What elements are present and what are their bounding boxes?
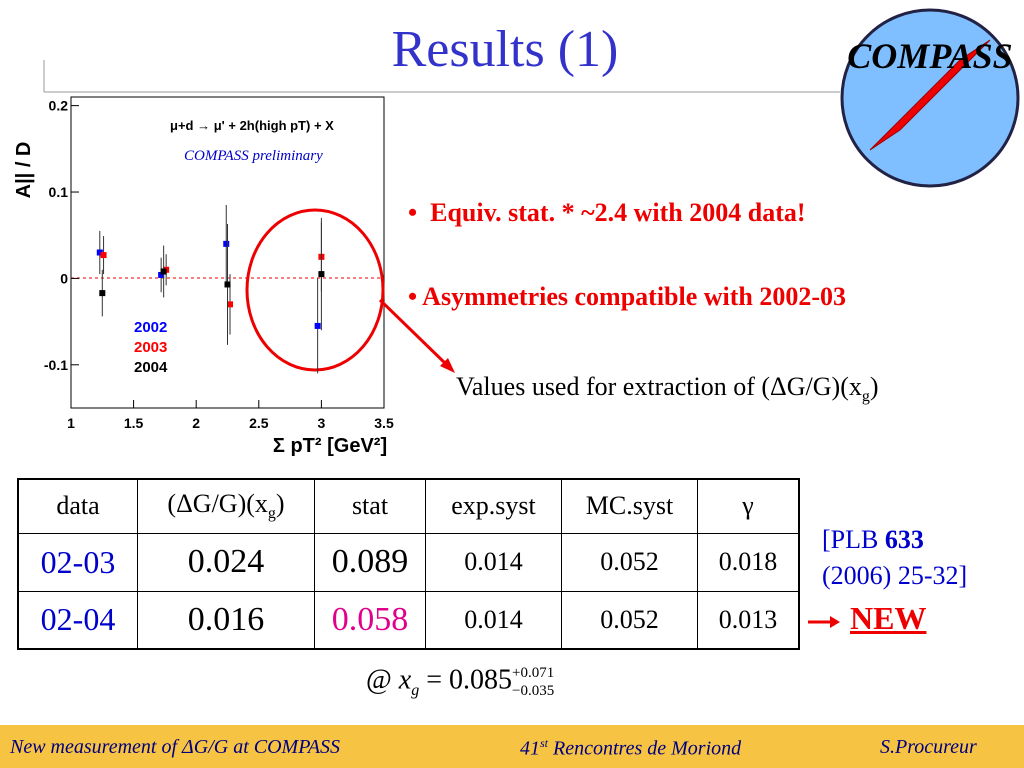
ref-volume: 633 bbox=[884, 525, 924, 554]
x-axis-label: Σ pT² [GeV²] bbox=[273, 435, 387, 457]
bullet-text: Asymmetries compatible with 2002-03 bbox=[422, 282, 847, 311]
bullet: • Asymmetries compatible with 2002-03 bbox=[408, 282, 847, 311]
new-label: NEW bbox=[850, 600, 927, 636]
formula: @ xg = 0.085+0.071 −0.035 bbox=[366, 664, 554, 700]
cell: 0.052 bbox=[561, 532, 698, 592]
header-cell: data bbox=[17, 478, 138, 534]
cell: 0.014 bbox=[425, 532, 562, 592]
reference: [PLB 633 (2006) 25-32] bbox=[822, 522, 967, 594]
plot-frame bbox=[70, 96, 385, 409]
footer bbox=[0, 725, 1024, 768]
header-cell: exp.syst bbox=[425, 478, 562, 534]
arrow-head bbox=[440, 358, 455, 373]
header-cell: (ΔG/G)(xg) bbox=[137, 478, 315, 534]
cell: 0.052 bbox=[561, 590, 698, 650]
x-tick-label: 3.5 bbox=[374, 415, 394, 431]
cell: 0.089 bbox=[314, 532, 426, 592]
formula-minus: −0.035 bbox=[512, 683, 555, 699]
point bbox=[160, 268, 167, 275]
footer-right: S.Procureur bbox=[880, 736, 977, 758]
subtitle: COMPASS preliminary bbox=[184, 148, 323, 164]
footer-tail: Rencontres de Moriond bbox=[548, 737, 742, 760]
cell: 0.014 bbox=[425, 590, 562, 650]
x-tick-label: 2.5 bbox=[249, 415, 269, 431]
cell: 0.058 bbox=[314, 590, 426, 650]
header-text: (ΔG/G)(x bbox=[167, 489, 268, 519]
x-tick-label: 1.5 bbox=[124, 415, 144, 431]
point bbox=[314, 322, 321, 329]
results-table: data (ΔG/G)(xg) stat exp.syst MC.syst γ … bbox=[17, 478, 800, 650]
header-sub: g bbox=[267, 505, 276, 523]
arrow bbox=[378, 298, 450, 368]
formula-eq: = 0.085 bbox=[426, 664, 513, 696]
legend-label: 2004 bbox=[134, 359, 168, 376]
cell: 02-04 bbox=[17, 590, 138, 650]
ref-prefix: [PLB bbox=[822, 525, 885, 554]
cell: 0.013 bbox=[697, 590, 800, 650]
point bbox=[318, 271, 325, 278]
point bbox=[99, 290, 106, 297]
y-tick-label: -0.1 bbox=[44, 357, 68, 373]
formula-at: @ bbox=[366, 664, 392, 696]
slide-title: Results (1) bbox=[391, 21, 619, 78]
formula-sub: g bbox=[411, 682, 420, 700]
y-tick-label: 0.2 bbox=[49, 98, 69, 114]
cell: 0.018 bbox=[697, 532, 800, 592]
cell: 0.016 bbox=[137, 590, 315, 650]
y-tick-label: 0.1 bbox=[49, 184, 69, 200]
y-tick-label: 0 bbox=[60, 270, 68, 286]
point bbox=[227, 301, 234, 308]
highlight-circle bbox=[245, 208, 385, 372]
header-tail: ) bbox=[275, 489, 285, 519]
note-tail: ) bbox=[869, 372, 879, 401]
header-cell: γ bbox=[697, 478, 800, 534]
point bbox=[224, 281, 231, 288]
note-text: Values used for extraction of (ΔG/G)(x bbox=[456, 372, 862, 401]
x-tick-label: 1 bbox=[67, 415, 75, 431]
cell: 0.024 bbox=[137, 532, 315, 592]
logo-text: COMPASS bbox=[847, 36, 1012, 76]
point bbox=[223, 240, 230, 247]
x-tick-label: 2 bbox=[192, 415, 200, 431]
point bbox=[96, 249, 103, 256]
y-axis-label: A|| / D bbox=[13, 142, 35, 199]
header-cell: MC.syst bbox=[561, 478, 698, 534]
formula-errors: +0.071 −0.035 bbox=[512, 664, 554, 700]
header-cell: stat bbox=[314, 478, 426, 534]
cell: 02-03 bbox=[17, 532, 138, 592]
legend-label: 2002 bbox=[134, 319, 167, 336]
note: Values used for extraction of (ΔG/G)(xg) bbox=[456, 372, 879, 406]
arrow-head bbox=[830, 616, 840, 628]
ref-rest: (2006) 25-32] bbox=[822, 561, 968, 590]
legend-label: 2003 bbox=[134, 339, 167, 356]
formula-plus: +0.071 bbox=[512, 665, 555, 681]
bullet-text: Equiv. stat. * ~2.4 with 2004 data! bbox=[430, 198, 806, 227]
note-sub: g bbox=[861, 388, 870, 406]
point bbox=[100, 252, 107, 259]
annotation: μ+d → μ' + 2h(high pT) + X bbox=[170, 118, 334, 133]
footer-left: New measurement of ΔG/G at COMPASS bbox=[10, 736, 341, 758]
footer-num: 41 bbox=[520, 737, 540, 760]
footer-middle: 41st Rencontres de Moriond bbox=[520, 736, 741, 761]
x-tick-label: 3 bbox=[318, 415, 326, 431]
logo-needle bbox=[869, 39, 991, 151]
footer-sup: st bbox=[540, 736, 549, 750]
formula-var: x bbox=[398, 664, 412, 696]
point bbox=[158, 271, 165, 278]
bullet: • Equiv. stat. * ~2.4 with 2004 data! bbox=[408, 198, 806, 227]
